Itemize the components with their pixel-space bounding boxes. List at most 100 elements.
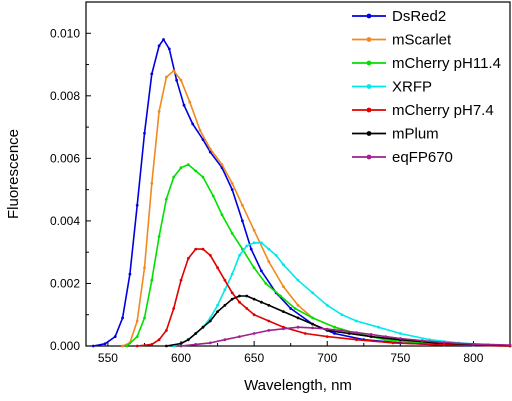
data-point-mscarlet [188, 100, 192, 104]
data-point-mscarlet [267, 260, 271, 263]
data-point-mcherry-ph11-4 [279, 294, 282, 298]
data-point-dsred2 [230, 188, 234, 192]
data-point-dsred2 [157, 44, 161, 48]
data-point-xrfp [355, 319, 358, 323]
data-point-mscarlet [198, 128, 202, 132]
data-point-xrfp [311, 291, 314, 295]
data-point-mplum [296, 316, 300, 320]
y-tick-label: 0.002 [50, 276, 80, 290]
data-point-dsred2 [167, 47, 171, 51]
data-point-dsred2 [113, 335, 117, 338]
data-point-xrfp [398, 332, 402, 335]
data-point-mcherry-ph11-4 [150, 278, 154, 282]
data-point-mcherry-ph7-4 [391, 341, 395, 345]
data-point-xrfp [223, 288, 227, 292]
data-point-xrfp [274, 253, 278, 257]
data-point-eqfp670 [472, 342, 475, 346]
data-point-mcherry-ph7-4 [186, 257, 190, 260]
data-point-mcherry-ph7-4 [208, 253, 212, 257]
y-tick-label: 0.006 [50, 151, 80, 165]
legend-marker-mscarlet [366, 37, 372, 42]
data-point-dsred2 [162, 38, 165, 41]
data-point-xrfp [267, 247, 271, 251]
plot-area-frame [85, 1, 511, 347]
data-point-eqfp670 [179, 344, 183, 348]
data-point-mcherry-ph7-4 [150, 343, 154, 346]
data-point-dsred2 [191, 122, 195, 126]
data-point-mcherry-ph7-4 [230, 291, 234, 295]
series-line-mcherry-ph11-4 [126, 163, 511, 347]
data-point-eqfp670 [252, 332, 256, 335]
data-point-eqfp670 [384, 335, 388, 338]
data-point-mcherry-ph11-4 [125, 344, 129, 348]
data-point-mcherry-ph7-4 [325, 335, 329, 338]
data-point-mplum [238, 294, 241, 298]
data-point-mscarlet [150, 182, 154, 185]
data-point-eqfp670 [282, 327, 285, 331]
data-point-mcherry-ph7-4 [238, 300, 241, 304]
data-point-mscarlet [135, 319, 139, 323]
data-point-mscarlet [179, 78, 183, 82]
data-point-dsred2 [150, 72, 154, 76]
data-point-dsred2 [175, 78, 179, 82]
data-point-eqfp670 [238, 335, 241, 338]
data-point-mplum [347, 332, 351, 335]
data-point-xrfp [282, 263, 285, 267]
x-axis-ticks: 550 600 650 700 750 800 [98, 341, 484, 365]
data-point-mcherry-ph11-4 [264, 282, 268, 285]
data-point-mplum [245, 294, 249, 298]
data-point-dsred2 [249, 247, 253, 251]
data-point-eqfp670 [194, 343, 198, 346]
data-point-dsred2 [289, 307, 293, 310]
data-point-mplum [311, 322, 314, 326]
data-point-mcherry-ph11-4 [172, 175, 176, 179]
data-point-mplum [186, 338, 190, 342]
data-point-eqfp670 [355, 331, 358, 334]
data-point-dsred2 [121, 316, 124, 320]
data-point-eqfp670 [296, 325, 300, 329]
data-point-mscarlet [282, 285, 285, 288]
data-point-mplum [230, 297, 234, 301]
x-tick-label: 700 [317, 351, 337, 365]
data-point-mplum [267, 303, 271, 307]
data-point-xrfp [245, 244, 249, 248]
data-point-mcherry-ph11-4 [157, 235, 161, 238]
legend-marker-mcherry-ph11-4 [366, 60, 372, 66]
data-point-eqfp670 [208, 341, 212, 345]
data-point-eqfp670 [398, 337, 402, 340]
x-tick-label: 750 [390, 351, 410, 365]
data-point-mplum [252, 297, 256, 301]
data-point-mscarlet [296, 303, 300, 307]
data-point-mcherry-ph7-4 [157, 338, 161, 342]
data-point-mscarlet [252, 228, 256, 232]
data-point-eqfp670 [340, 329, 344, 333]
y-tick-label: 0.010 [50, 26, 80, 40]
data-point-mplum [282, 310, 285, 313]
data-point-mscarlet [143, 266, 146, 270]
data-point-mscarlet [208, 147, 212, 151]
data-point-xrfp [260, 241, 263, 245]
data-point-mscarlet [165, 75, 168, 79]
x-tick-label: 600 [171, 351, 191, 365]
legend-label-xrfp: XRFP [392, 79, 432, 96]
data-point-mcherry-ph11-4 [293, 307, 297, 310]
data-point-mcherry-ph11-4 [179, 166, 183, 170]
data-point-eqfp670 [267, 329, 271, 332]
data-point-xrfp [252, 241, 256, 245]
data-point-mplum [179, 342, 183, 345]
data-point-dsred2 [103, 342, 107, 346]
data-point-mcherry-ph7-4 [303, 332, 307, 335]
data-point-dsred2 [182, 103, 186, 107]
data-point-dsred2 [241, 219, 244, 223]
legend-marker-xrfp [366, 84, 372, 89]
data-point-xrfp [325, 303, 329, 307]
legend-marker-eqfp670 [366, 154, 372, 160]
data-point-eqfp670 [369, 333, 373, 336]
data-point-xrfp [230, 272, 234, 276]
series-line-eqfp670 [180, 326, 511, 347]
data-point-dsred2 [208, 150, 212, 154]
data-point-mcherry-ph11-4 [230, 232, 234, 235]
data-point-mcherry-ph11-4 [252, 266, 256, 270]
series-line-mplum [166, 295, 511, 347]
data-point-mcherry-ph7-4 [201, 247, 205, 251]
